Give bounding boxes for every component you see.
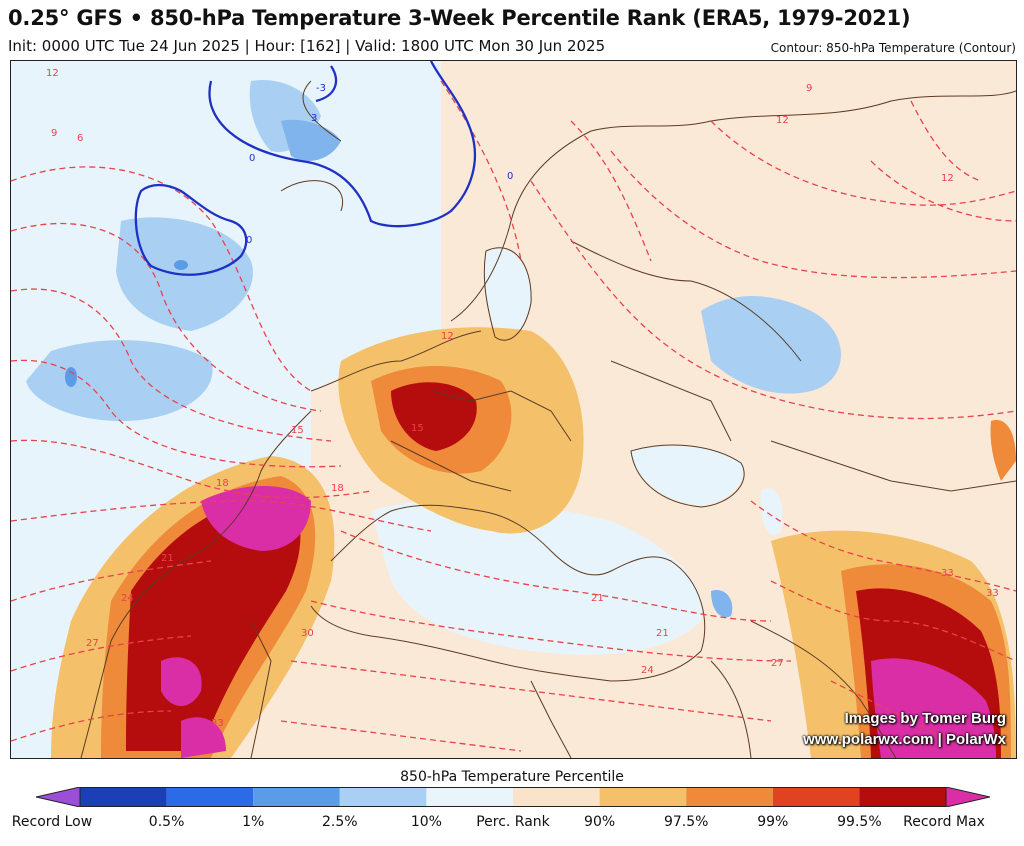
contour-label: 18 <box>216 478 229 489</box>
contour-label: 12 <box>46 68 59 79</box>
contour-label: 24 <box>641 665 654 676</box>
contour-label: 12 <box>441 331 454 342</box>
contour-label: 0 <box>246 235 252 246</box>
colorbar-segment <box>686 787 773 807</box>
colorbar-segment <box>945 787 990 807</box>
contour-label: 12 <box>776 115 789 126</box>
contour-label: 0 <box>249 153 255 164</box>
contour-label: 27 <box>86 638 99 649</box>
contour-label: 18 <box>331 483 344 494</box>
colorbar-tick-label: Record Max <box>903 814 985 830</box>
contour-label: 12 <box>941 173 954 184</box>
map-panel[interactable]: 12 9 6 -3 0 0 0 12 15 15 18 18 21 24 27 … <box>10 60 1017 759</box>
contour-label: -3 <box>316 83 326 94</box>
contour-label: 27 <box>771 658 784 669</box>
contour-label: 6 <box>77 133 83 144</box>
colorbar-title: 850-hPa Temperature Percentile <box>400 769 624 785</box>
credit-website: www.polarwx.com | PolarWx <box>803 731 1006 748</box>
contour-label: 0 <box>507 171 513 182</box>
contour-label: 15 <box>411 423 424 434</box>
contour-label: 30 <box>301 628 314 639</box>
colorbar-segment <box>859 787 946 807</box>
run-info-subtitle: Init: 0000 UTC Tue 24 Jun 2025 | Hour: [… <box>8 37 606 55</box>
contour-label: 21 <box>591 593 604 604</box>
credit-author: Images by Tomer Burg <box>844 710 1006 727</box>
colorbar-segment <box>253 787 340 807</box>
colorbar-tick-label: 0.5% <box>148 814 185 830</box>
colorbar-tick-label: 99% <box>757 814 789 830</box>
colorbar-segment <box>36 787 81 807</box>
colorbar-segment <box>339 787 427 807</box>
colorbar-segment <box>599 787 687 807</box>
colorbar-tick-label: 99.5% <box>837 814 882 830</box>
colorbar-segment <box>426 787 513 807</box>
contour-label: 3 <box>311 113 317 124</box>
colorbar-segment <box>772 787 860 807</box>
colorbar-segment <box>513 787 600 807</box>
image-credit: Images by Tomer Burg www.polarwx.com | P… <box>803 708 1006 750</box>
colorbar-tick-label: 2.5% <box>322 814 358 830</box>
contour-label: 21 <box>656 628 669 639</box>
colorbar <box>36 787 990 807</box>
colorbar-segment <box>166 787 254 807</box>
colorbar-tick-label: 1% <box>242 814 265 830</box>
contour-label: 33 <box>986 588 999 599</box>
colorbar-tick-label: 97.5% <box>663 814 709 830</box>
colorbar-tick-label: 90% <box>584 814 616 830</box>
contour-label: 15 <box>291 425 304 436</box>
contour-label: 9 <box>51 128 57 139</box>
contour-label: 21 <box>161 553 174 564</box>
colorbar-segment <box>80 787 167 807</box>
contour-label: 9 <box>806 83 812 94</box>
page-title: 0.25° GFS • 850-hPa Temperature 3-Week P… <box>8 6 911 30</box>
contour-label: 24 <box>121 593 134 604</box>
contour-label: 33 <box>941 568 954 579</box>
map-canvas: 12 9 6 -3 0 0 0 12 15 15 18 18 21 24 27 … <box>11 61 1016 758</box>
colorbar-tick-label: 10% <box>410 814 442 830</box>
contour-label: 33 <box>211 718 224 729</box>
colorbar-tick-label: Record Low <box>11 814 93 830</box>
colorbar-tick-label: Perc. Rank <box>476 814 550 830</box>
contour-note: Contour: 850-hPa Temperature (Contour) <box>770 41 1016 55</box>
